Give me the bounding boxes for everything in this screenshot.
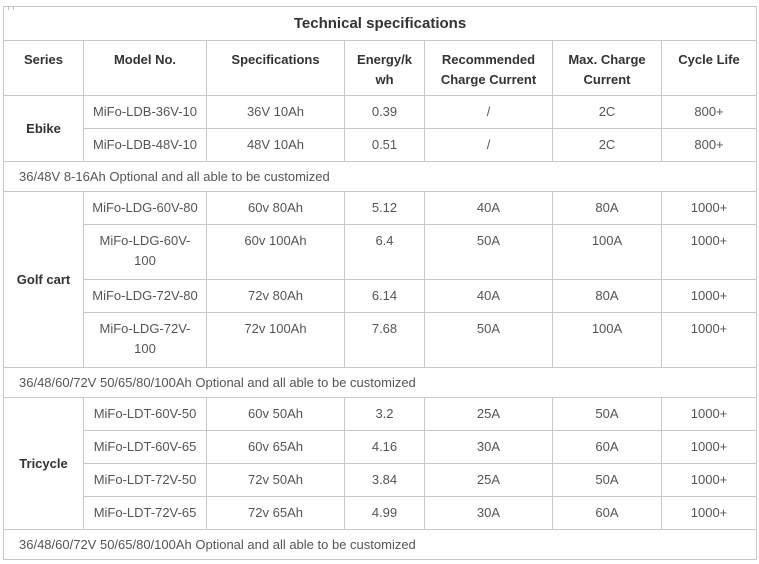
spec-cell: 60v 65Ah <box>206 430 345 464</box>
series-cell-golf-cart: Golf cart <box>3 191 84 368</box>
model-cell: MiFo-LDG-60V-80 <box>83 191 207 225</box>
max-charge-cell: 50A <box>552 397 662 431</box>
cycle-life-cell: 1000+ <box>660 312 758 368</box>
model-cell: MiFo-LDG-72V-80 <box>83 279 207 313</box>
max-charge-cell: 50A <box>552 463 662 497</box>
series-cell-ebike: Ebike <box>3 95 84 162</box>
cycle-life-cell: 1000+ <box>660 279 758 313</box>
technical-specifications-table: Technical specifications Series Model No… <box>2 6 758 560</box>
model-cell: MiFo-LDG-72V- 100 <box>83 312 207 368</box>
max-charge-cell: 80A <box>552 279 662 313</box>
note-row: 36/48V 8-16Ah Optional and all able to b… <box>2 161 758 192</box>
header-row: Series Model No. Specifications Energy/k… <box>3 40 758 96</box>
recommended-current-cell: / <box>424 95 553 129</box>
energy-cell: 0.51 <box>344 128 425 162</box>
customization-note: 36/48/60/72V 50/65/80/100Ah Optional and… <box>2 529 758 560</box>
cycle-life-cell: 1000+ <box>660 191 758 225</box>
column-header-specifications: Specifications <box>206 40 345 96</box>
note-row: 36/48/60/72V 50/65/80/100Ah Optional and… <box>2 529 758 560</box>
column-header-series: Series <box>3 40 84 96</box>
energy-cell: 5.12 <box>344 191 425 225</box>
column-header-max-charge-current: Max. Charge Current <box>552 40 662 96</box>
table-row: MiFo-LDG-60V- 100 60v 100Ah 6.4 50A 100A… <box>4 224 758 280</box>
recommended-current-cell: 25A <box>424 397 553 431</box>
table-row: Ebike MiFo-LDB-36V-10 36V 10Ah 0.39 / 2C… <box>3 95 758 162</box>
energy-cell: 6.4 <box>344 224 425 280</box>
model-cell: MiFo-LDB-48V-10 <box>83 128 207 162</box>
energy-cell: 4.16 <box>344 430 425 464</box>
energy-cell: 0.39 <box>344 95 425 129</box>
spec-cell: 72v 80Ah <box>206 279 345 313</box>
recommended-current-cell: 40A <box>424 191 553 225</box>
column-header-cycle-life: Cycle Life <box>660 40 758 96</box>
recommended-current-cell: 30A <box>424 496 553 530</box>
recommended-current-cell: 30A <box>424 430 553 464</box>
recommended-current-cell: / <box>424 128 553 162</box>
model-cell: MiFo-LDT-60V-65 <box>83 430 207 464</box>
cycle-life-cell: 1000+ <box>660 463 758 497</box>
title-row: Technical specifications <box>2 6 758 41</box>
spec-cell: 72v 65Ah <box>206 496 345 530</box>
max-charge-cell: 2C <box>552 95 662 129</box>
max-charge-cell: 100A <box>552 312 662 368</box>
table-row: Golf cart MiFo-LDG-60V-80 60v 80Ah 5.12 … <box>3 191 758 368</box>
spec-cell: 72v 100Ah <box>206 312 345 368</box>
recommended-current-cell: 50A <box>424 224 553 280</box>
energy-cell: 4.99 <box>344 496 425 530</box>
column-header-recommended-charge-current: Recommended Charge Current <box>424 40 553 96</box>
energy-cell: 7.68 <box>344 312 425 368</box>
table-row: MiFo-LDT-72V-50 72v 50Ah 3.84 25A 50A 10… <box>4 463 758 497</box>
energy-cell: 3.2 <box>344 397 425 431</box>
model-cell: MiFo-LDT-60V-50 <box>83 397 207 431</box>
recommended-current-cell: 40A <box>424 279 553 313</box>
table-title: Technical specifications <box>2 6 758 41</box>
max-charge-cell: 60A <box>552 430 662 464</box>
series-cell-tricycle: Tricycle <box>3 397 84 530</box>
note-row: 36/48/60/72V 50/65/80/100Ah Optional and… <box>2 367 758 398</box>
spec-cell: 60v 50Ah <box>206 397 345 431</box>
model-cell: MiFo-LDT-72V-50 <box>83 463 207 497</box>
max-charge-cell: 60A <box>552 496 662 530</box>
spec-cell: 60v 80Ah <box>206 191 345 225</box>
cycle-life-cell: 1000+ <box>660 430 758 464</box>
spec-cell: 60v 100Ah <box>206 224 345 280</box>
spec-cell: 36V 10Ah <box>206 95 345 129</box>
page-edge-artifact <box>8 6 14 10</box>
cycle-life-cell: 800+ <box>660 128 758 162</box>
max-charge-cell: 2C <box>552 128 662 162</box>
energy-cell: 6.14 <box>344 279 425 313</box>
column-header-model-no: Model No. <box>83 40 207 96</box>
max-charge-cell: 80A <box>552 191 662 225</box>
cycle-life-cell: 1000+ <box>660 224 758 280</box>
customization-note: 36/48/60/72V 50/65/80/100Ah Optional and… <box>2 367 758 398</box>
table-row: MiFo-LDT-72V-65 72v 65Ah 4.99 30A 60A 10… <box>4 496 758 530</box>
model-cell: MiFo-LDG-60V- 100 <box>83 224 207 280</box>
recommended-current-cell: 50A <box>424 312 553 368</box>
cycle-life-cell: 1000+ <box>660 397 758 431</box>
max-charge-cell: 100A <box>552 224 662 280</box>
table-row: MiFo-LDG-72V- 100 72v 100Ah 7.68 50A 100… <box>4 312 758 368</box>
spec-cell: 72v 50Ah <box>206 463 345 497</box>
table-row: MiFo-LDB-48V-10 48V 10Ah 0.51 / 2C 800+ <box>4 128 758 162</box>
spec-cell: 48V 10Ah <box>206 128 345 162</box>
cycle-life-cell: 1000+ <box>660 496 758 530</box>
table-row: MiFo-LDG-72V-80 72v 80Ah 6.14 40A 80A 10… <box>4 279 758 313</box>
column-header-energy: Energy/k wh <box>344 40 425 96</box>
energy-cell: 3.84 <box>344 463 425 497</box>
recommended-current-cell: 25A <box>424 463 553 497</box>
table-row: MiFo-LDT-60V-65 60v 65Ah 4.16 30A 60A 10… <box>4 430 758 464</box>
customization-note: 36/48V 8-16Ah Optional and all able to b… <box>2 161 758 192</box>
table-row: Tricycle MiFo-LDT-60V-50 60v 50Ah 3.2 25… <box>3 397 758 530</box>
model-cell: MiFo-LDB-36V-10 <box>83 95 207 129</box>
cycle-life-cell: 800+ <box>660 95 758 129</box>
model-cell: MiFo-LDT-72V-65 <box>83 496 207 530</box>
